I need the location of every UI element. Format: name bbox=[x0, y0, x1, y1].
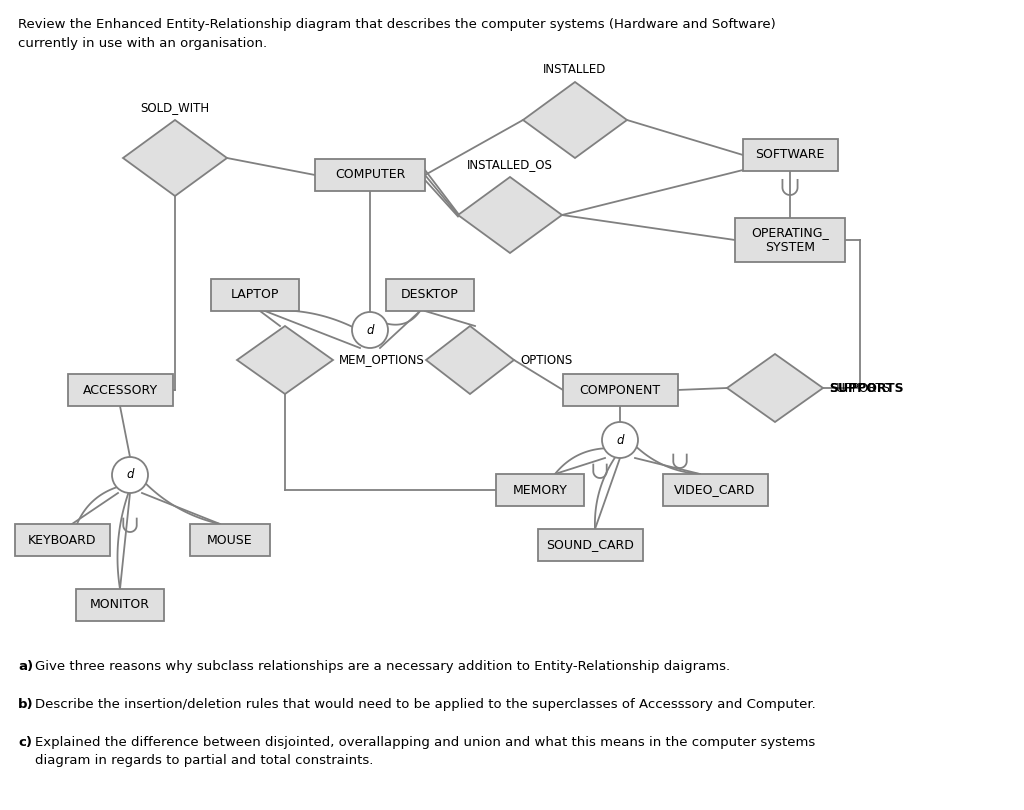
FancyBboxPatch shape bbox=[538, 529, 642, 561]
Text: c): c) bbox=[18, 736, 32, 749]
Polygon shape bbox=[123, 120, 227, 196]
FancyBboxPatch shape bbox=[663, 474, 768, 506]
Text: MOUSE: MOUSE bbox=[207, 534, 253, 547]
Polygon shape bbox=[237, 326, 333, 394]
Text: MEM_OPTIONS: MEM_OPTIONS bbox=[339, 353, 425, 366]
Circle shape bbox=[112, 457, 148, 493]
Text: d: d bbox=[367, 323, 374, 336]
Text: OPTIONS: OPTIONS bbox=[520, 353, 572, 366]
Text: b): b) bbox=[18, 698, 34, 711]
FancyBboxPatch shape bbox=[211, 279, 299, 311]
FancyBboxPatch shape bbox=[315, 159, 425, 191]
Text: d: d bbox=[616, 433, 624, 446]
Text: SOUND_CARD: SOUND_CARD bbox=[546, 539, 634, 552]
FancyBboxPatch shape bbox=[742, 139, 838, 171]
Text: d: d bbox=[126, 468, 134, 481]
FancyBboxPatch shape bbox=[68, 374, 172, 406]
Circle shape bbox=[602, 422, 638, 458]
FancyBboxPatch shape bbox=[14, 524, 110, 556]
Text: MEMORY: MEMORY bbox=[513, 484, 567, 497]
FancyBboxPatch shape bbox=[562, 374, 678, 406]
Text: Give three reasons why subclass relationships are a necessary addition to Entity: Give three reasons why subclass relation… bbox=[35, 660, 730, 673]
Text: COMPONENT: COMPONENT bbox=[580, 383, 660, 397]
FancyBboxPatch shape bbox=[386, 279, 474, 311]
Text: SOFTWARE: SOFTWARE bbox=[756, 148, 824, 161]
Text: a): a) bbox=[18, 660, 33, 673]
Polygon shape bbox=[426, 326, 514, 394]
Text: INSTALLED: INSTALLED bbox=[544, 63, 606, 76]
Text: ACCESSORY: ACCESSORY bbox=[83, 383, 158, 397]
Text: INSTALLED_OS: INSTALLED_OS bbox=[467, 158, 553, 171]
Polygon shape bbox=[458, 177, 562, 253]
Text: Review the Enhanced Entity-Relationship diagram that describes the computer syst: Review the Enhanced Entity-Relationship … bbox=[18, 18, 776, 50]
Text: MONITOR: MONITOR bbox=[90, 599, 150, 612]
Text: DESKTOP: DESKTOP bbox=[401, 288, 459, 301]
Text: SUPPORTS: SUPPORTS bbox=[829, 382, 890, 394]
FancyBboxPatch shape bbox=[735, 218, 845, 262]
Text: VIDEO_CARD: VIDEO_CARD bbox=[675, 484, 756, 497]
FancyBboxPatch shape bbox=[496, 474, 584, 506]
Text: SOLD_WITH: SOLD_WITH bbox=[140, 101, 210, 114]
FancyBboxPatch shape bbox=[76, 589, 164, 621]
Text: COMPUTER: COMPUTER bbox=[335, 168, 406, 181]
Text: Explained the difference between disjointed, overallapping and union and what th: Explained the difference between disjoin… bbox=[35, 736, 815, 767]
Text: SUPPORTS: SUPPORTS bbox=[829, 382, 903, 394]
Text: OPERATING_
SYSTEM: OPERATING_ SYSTEM bbox=[752, 226, 828, 254]
Polygon shape bbox=[727, 354, 823, 422]
Polygon shape bbox=[523, 82, 627, 158]
Circle shape bbox=[352, 312, 388, 348]
FancyBboxPatch shape bbox=[190, 524, 270, 556]
Text: Describe the insertion/deletion rules that would need to be applied to the super: Describe the insertion/deletion rules th… bbox=[35, 698, 816, 711]
Text: KEYBOARD: KEYBOARD bbox=[28, 534, 96, 547]
Text: LAPTOP: LAPTOP bbox=[230, 288, 280, 301]
